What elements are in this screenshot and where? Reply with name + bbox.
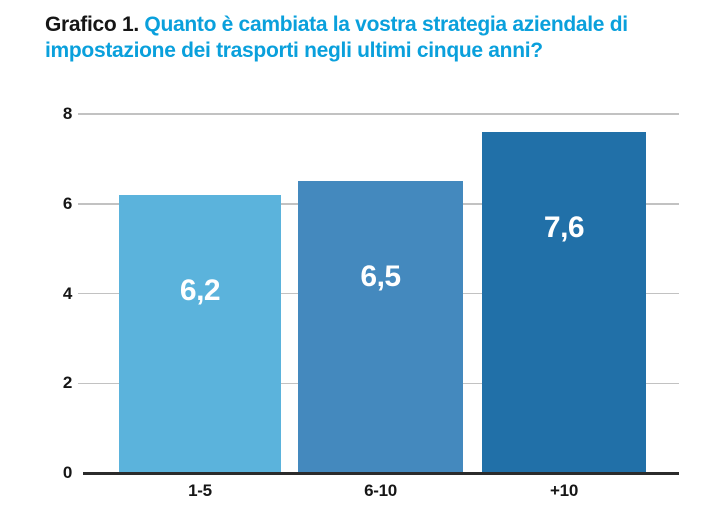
bar-+10 xyxy=(482,131,646,473)
chart-title: Grafico 1. Quanto è cambiata la vostra s… xyxy=(45,12,690,64)
x-tick-label: 6-10 xyxy=(364,481,397,500)
x-tick-label: +10 xyxy=(550,481,578,500)
x-tick-label: 1-5 xyxy=(188,481,212,500)
chart-title-question: Quanto è cambiata la vostra strategia az… xyxy=(45,13,628,62)
y-tick-label: 4 xyxy=(62,283,72,303)
bar-1-5 xyxy=(119,194,281,473)
chart-title-prefix: Grafico 1. xyxy=(45,13,139,36)
y-tick-label: 8 xyxy=(62,104,72,123)
bar-6-10 xyxy=(298,181,463,473)
bar-value-label: 6,2 xyxy=(179,273,221,307)
bar-chart: 0 2 4 6 8 6,2 6,5 7,6 1-5 6-10 +10 xyxy=(0,90,704,514)
bar-value-label: 7,6 xyxy=(543,210,585,244)
y-tick-label: 0 xyxy=(62,463,72,482)
y-tick-label: 6 xyxy=(62,193,72,213)
y-tick-label: 2 xyxy=(62,373,72,393)
gridline xyxy=(78,113,679,115)
x-axis-line xyxy=(83,471,679,475)
bar-value-label: 6,5 xyxy=(360,260,401,294)
